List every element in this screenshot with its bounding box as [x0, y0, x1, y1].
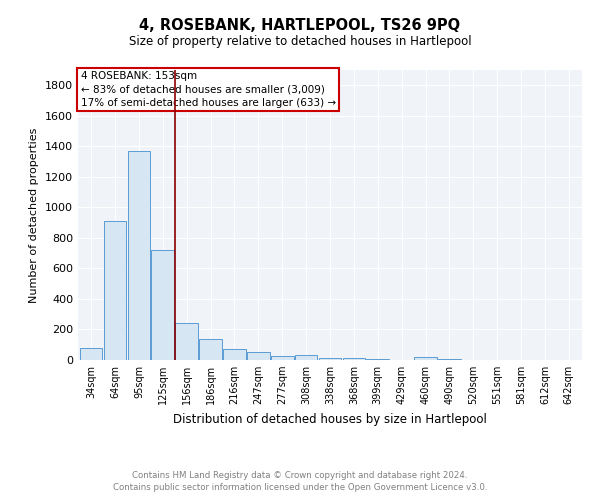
Bar: [247, 352, 269, 360]
Text: Size of property relative to detached houses in Hartlepool: Size of property relative to detached ho…: [128, 35, 472, 48]
Bar: [175, 322, 198, 360]
Bar: [199, 338, 222, 360]
Text: 4, ROSEBANK, HARTLEPOOL, TS26 9PQ: 4, ROSEBANK, HARTLEPOOL, TS26 9PQ: [139, 18, 461, 32]
Bar: [295, 356, 317, 360]
Bar: [414, 357, 437, 360]
Text: Contains HM Land Registry data © Crown copyright and database right 2024.: Contains HM Land Registry data © Crown c…: [132, 471, 468, 480]
Bar: [223, 348, 246, 360]
Bar: [438, 359, 461, 360]
Bar: [80, 348, 103, 360]
Bar: [271, 356, 293, 360]
Text: Contains public sector information licensed under the Open Government Licence v3: Contains public sector information licen…: [113, 484, 487, 492]
Bar: [104, 221, 127, 360]
Bar: [128, 151, 150, 360]
Y-axis label: Number of detached properties: Number of detached properties: [29, 128, 40, 302]
Text: 4 ROSEBANK: 153sqm
← 83% of detached houses are smaller (3,009)
17% of semi-deta: 4 ROSEBANK: 153sqm ← 83% of detached hou…: [80, 72, 335, 108]
Bar: [319, 358, 341, 360]
Bar: [343, 358, 365, 360]
Bar: [367, 359, 389, 360]
Bar: [151, 250, 174, 360]
X-axis label: Distribution of detached houses by size in Hartlepool: Distribution of detached houses by size …: [173, 412, 487, 426]
